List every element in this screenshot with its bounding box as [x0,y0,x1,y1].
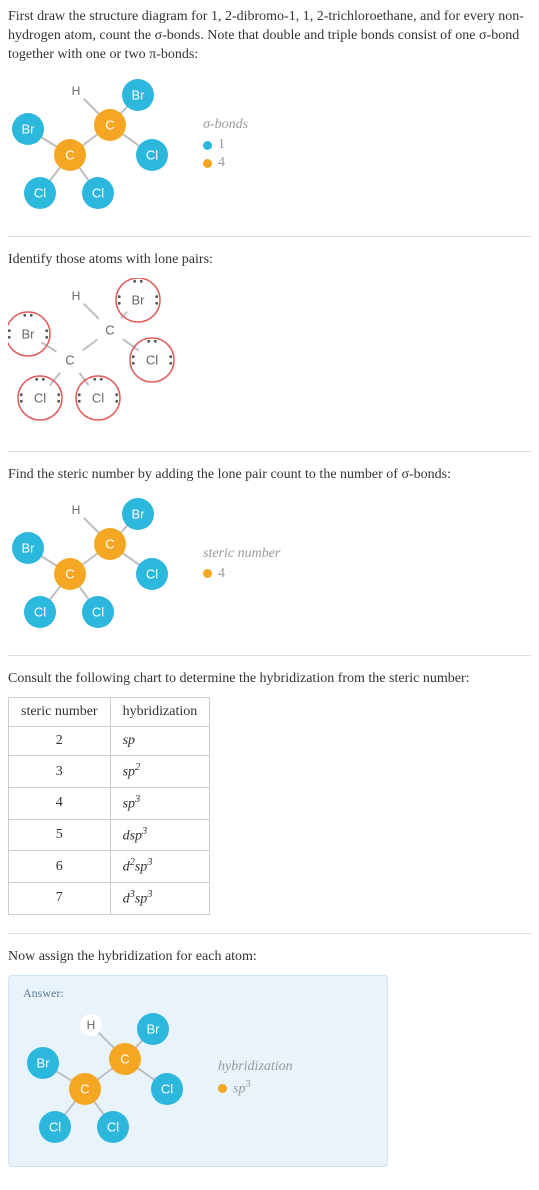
legend-dot [203,159,212,168]
legend-label: sp3 [233,1079,251,1098]
steric-legend: steric number 4 [203,546,280,584]
table-row: 4sp3 [9,788,210,820]
svg-text:Br: Br [132,87,146,102]
steric-diagram-row: H Br C Br C Cl Cl Cl steric number 4 [8,492,531,637]
legend-item: 1 [203,137,248,153]
molecule-lonepairs: H Br C Br C Cl Cl Cl [8,278,193,428]
svg-text:H: H [87,1018,96,1032]
table-header: hybridization [110,698,210,727]
answer-diagram-row: H Br C Br C Cl Cl Cl hybridization sp3 [23,1007,373,1152]
table-cell: 5 [9,819,111,851]
svg-text:Br: Br [22,326,36,341]
svg-text:H: H [72,84,81,98]
legend-dot [218,1084,227,1093]
legend-label: 4 [218,155,225,171]
svg-text:H: H [72,503,81,517]
hybrid-legend: hybridization sp3 [218,1059,293,1100]
table-row: 2sp [9,727,210,756]
svg-text:Cl: Cl [49,1119,61,1134]
legend-item: 4 [203,155,248,171]
table-cell: 2 [9,727,111,756]
legend-label: 1 [218,137,225,153]
table-cell: dsp3 [110,819,210,851]
table-row: 5dsp3 [9,819,210,851]
table-cell: d3sp3 [110,882,210,914]
legend-dot [203,569,212,578]
section-table: Consult the following chart to determine… [8,670,531,933]
svg-text:H: H [72,289,81,303]
svg-text:Br: Br [22,541,36,556]
table-row: 3sp2 [9,756,210,788]
molecule-steric: H Br C Br C Cl Cl Cl [8,492,183,637]
table-row: 6d2sp3 [9,851,210,883]
table-cell: 6 [9,851,111,883]
svg-text:Cl: Cl [34,390,46,405]
svg-text:Cl: Cl [146,147,158,162]
svg-text:Br: Br [132,507,146,522]
sigma-legend-title: σ-bonds [203,117,248,133]
svg-text:Br: Br [132,292,146,307]
table-cell: 7 [9,882,111,914]
table-header: steric number [9,698,111,727]
svg-text:Br: Br [37,1055,51,1070]
intro-text: First draw the structure diagram for 1, … [8,8,531,65]
svg-text:Br: Br [147,1021,161,1036]
svg-text:Cl: Cl [92,185,104,200]
answer-label: Answer: [23,986,373,1001]
svg-text:C: C [65,147,74,162]
sigma-legend: σ-bonds 1 4 [203,117,248,173]
section-sigma: First draw the structure diagram for 1, … [8,8,531,237]
svg-text:Cl: Cl [146,567,158,582]
table-intro: Consult the following chart to determine… [8,670,531,689]
svg-text:Cl: Cl [161,1081,173,1096]
assign-text: Now assign the hybridization for each at… [8,948,531,967]
svg-text:C: C [105,322,114,337]
svg-text:C: C [80,1081,89,1096]
table-cell: sp3 [110,788,210,820]
legend-label: 4 [218,566,225,582]
svg-text:C: C [105,537,114,552]
svg-text:Br: Br [22,121,36,136]
sigma-diagram-row: H Br C Br C Cl Cl Cl σ-bonds 1 4 [8,73,531,218]
table-cell: sp2 [110,756,210,788]
svg-text:Cl: Cl [34,185,46,200]
svg-text:C: C [105,117,114,132]
svg-text:Cl: Cl [146,352,158,367]
hybridization-table: steric numberhybridization 2sp3sp24sp35d… [8,697,210,914]
legend-dot [203,141,212,150]
svg-text:Cl: Cl [92,390,104,405]
section-steric: Find the steric number by adding the lon… [8,466,531,657]
svg-text:C: C [65,352,74,367]
table-cell: 3 [9,756,111,788]
molecule-answer: H Br C Br C Cl Cl Cl [23,1007,198,1152]
svg-text:C: C [65,567,74,582]
svg-text:C: C [120,1051,129,1066]
legend-item: sp3 [218,1079,293,1098]
steric-text: Find the steric number by adding the lon… [8,466,531,485]
table-cell: sp [110,727,210,756]
hybrid-legend-title: hybridization [218,1059,293,1075]
table-cell: 4 [9,788,111,820]
svg-text:Cl: Cl [34,605,46,620]
answer-box: Answer: H Br C Br C Cl Cl Cl hybridization sp3 [8,975,388,1167]
section-lonepairs: Identify those atoms with lone pairs: H B… [8,251,531,452]
molecule-sigma: H Br C Br C Cl Cl Cl [8,73,183,218]
legend-item: 4 [203,566,280,582]
section-answer: Now assign the hybridization for each at… [8,948,531,1167]
svg-text:Cl: Cl [107,1119,119,1134]
lonepairs-text: Identify those atoms with lone pairs: [8,251,531,270]
svg-text:Cl: Cl [92,605,104,620]
table-cell: d2sp3 [110,851,210,883]
table-row: 7d3sp3 [9,882,210,914]
steric-legend-title: steric number [203,546,280,562]
